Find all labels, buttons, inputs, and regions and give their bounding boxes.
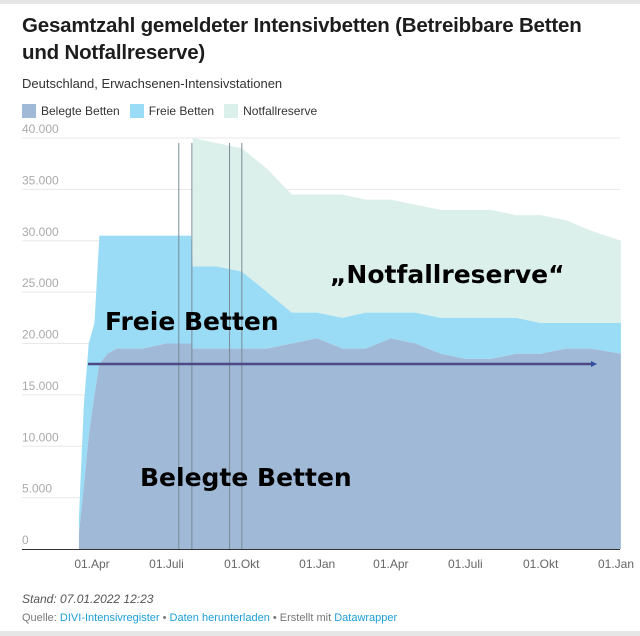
legend-swatch — [224, 104, 239, 118]
arrow-head-icon — [591, 361, 597, 367]
legend-swatch — [129, 104, 144, 118]
x-tick-label: 01.Okt — [523, 557, 559, 571]
bottom-border — [0, 631, 640, 636]
legend: Belegte Betten Freie Betten Notfallreser… — [22, 104, 317, 118]
x-tick-label: 01.Juli — [448, 557, 483, 571]
top-border — [0, 0, 640, 4]
source-prefix: Quelle: — [22, 612, 60, 624]
area-belegte-betten — [78, 338, 621, 549]
annotation-belegte-betten: Belegte Betten — [140, 463, 352, 492]
y-tick-label: 30.000 — [22, 225, 59, 239]
chart-subtitle: Deutschland, Erwachsenen-Intensivstation… — [22, 76, 283, 91]
legend-item-notfall: Notfallreserve — [224, 104, 317, 118]
y-tick-label: 5.000 — [22, 482, 52, 496]
area-freie-betten — [78, 235, 621, 534]
y-tick-label: 40.000 — [22, 122, 59, 136]
y-tick-label: 0 — [22, 533, 29, 547]
y-tick-label: 25.000 — [22, 276, 59, 290]
y-tick-label: 35.000 — [22, 173, 59, 187]
x-tick-label: 01.Jan — [299, 557, 335, 571]
separator: • — [159, 612, 170, 624]
x-tick-label: 01.Okt — [224, 557, 260, 571]
legend-label: Notfallreserve — [243, 104, 318, 118]
divi-link[interactable]: DIVI-Intensivregister — [59, 612, 160, 624]
legend-label: Freie Betten — [148, 104, 215, 118]
area-notfallreserve — [192, 138, 621, 323]
created-with-text: • Erstellt mit — [269, 612, 335, 624]
y-tick-label: 10.000 — [22, 430, 59, 444]
download-data-link[interactable]: Daten herunterladen — [169, 612, 270, 624]
timestamp: Stand: 07.01.2022 12:23 — [22, 592, 154, 606]
y-tick-label: 15.000 — [22, 379, 59, 393]
legend-item-belegt: Belegte Betten — [22, 104, 120, 118]
datawrapper-link[interactable]: Datawrapper — [334, 612, 398, 624]
annotation-notfallreserve: „Notfallreserve“ — [330, 260, 565, 289]
legend-swatch — [22, 104, 36, 118]
x-tick-label: 01.Juli — [149, 557, 184, 571]
annotation-freie-betten: Freie Betten — [105, 307, 279, 336]
chart-title: Gesamtzahl gemeldeter Intensivbetten (Be… — [22, 14, 582, 64]
x-tick-label: 01.Apr — [74, 557, 109, 571]
y-tick-label: 20.000 — [22, 328, 59, 342]
legend-item-frei: Freie Betten — [129, 104, 215, 118]
x-tick-label: 01.Apr — [373, 557, 408, 571]
x-tick-label: 01.Jan — [598, 557, 634, 571]
source-line: Quelle: DIVI-Intensivregister • Daten he… — [22, 612, 397, 624]
legend-label: Belegte Betten — [41, 104, 120, 118]
